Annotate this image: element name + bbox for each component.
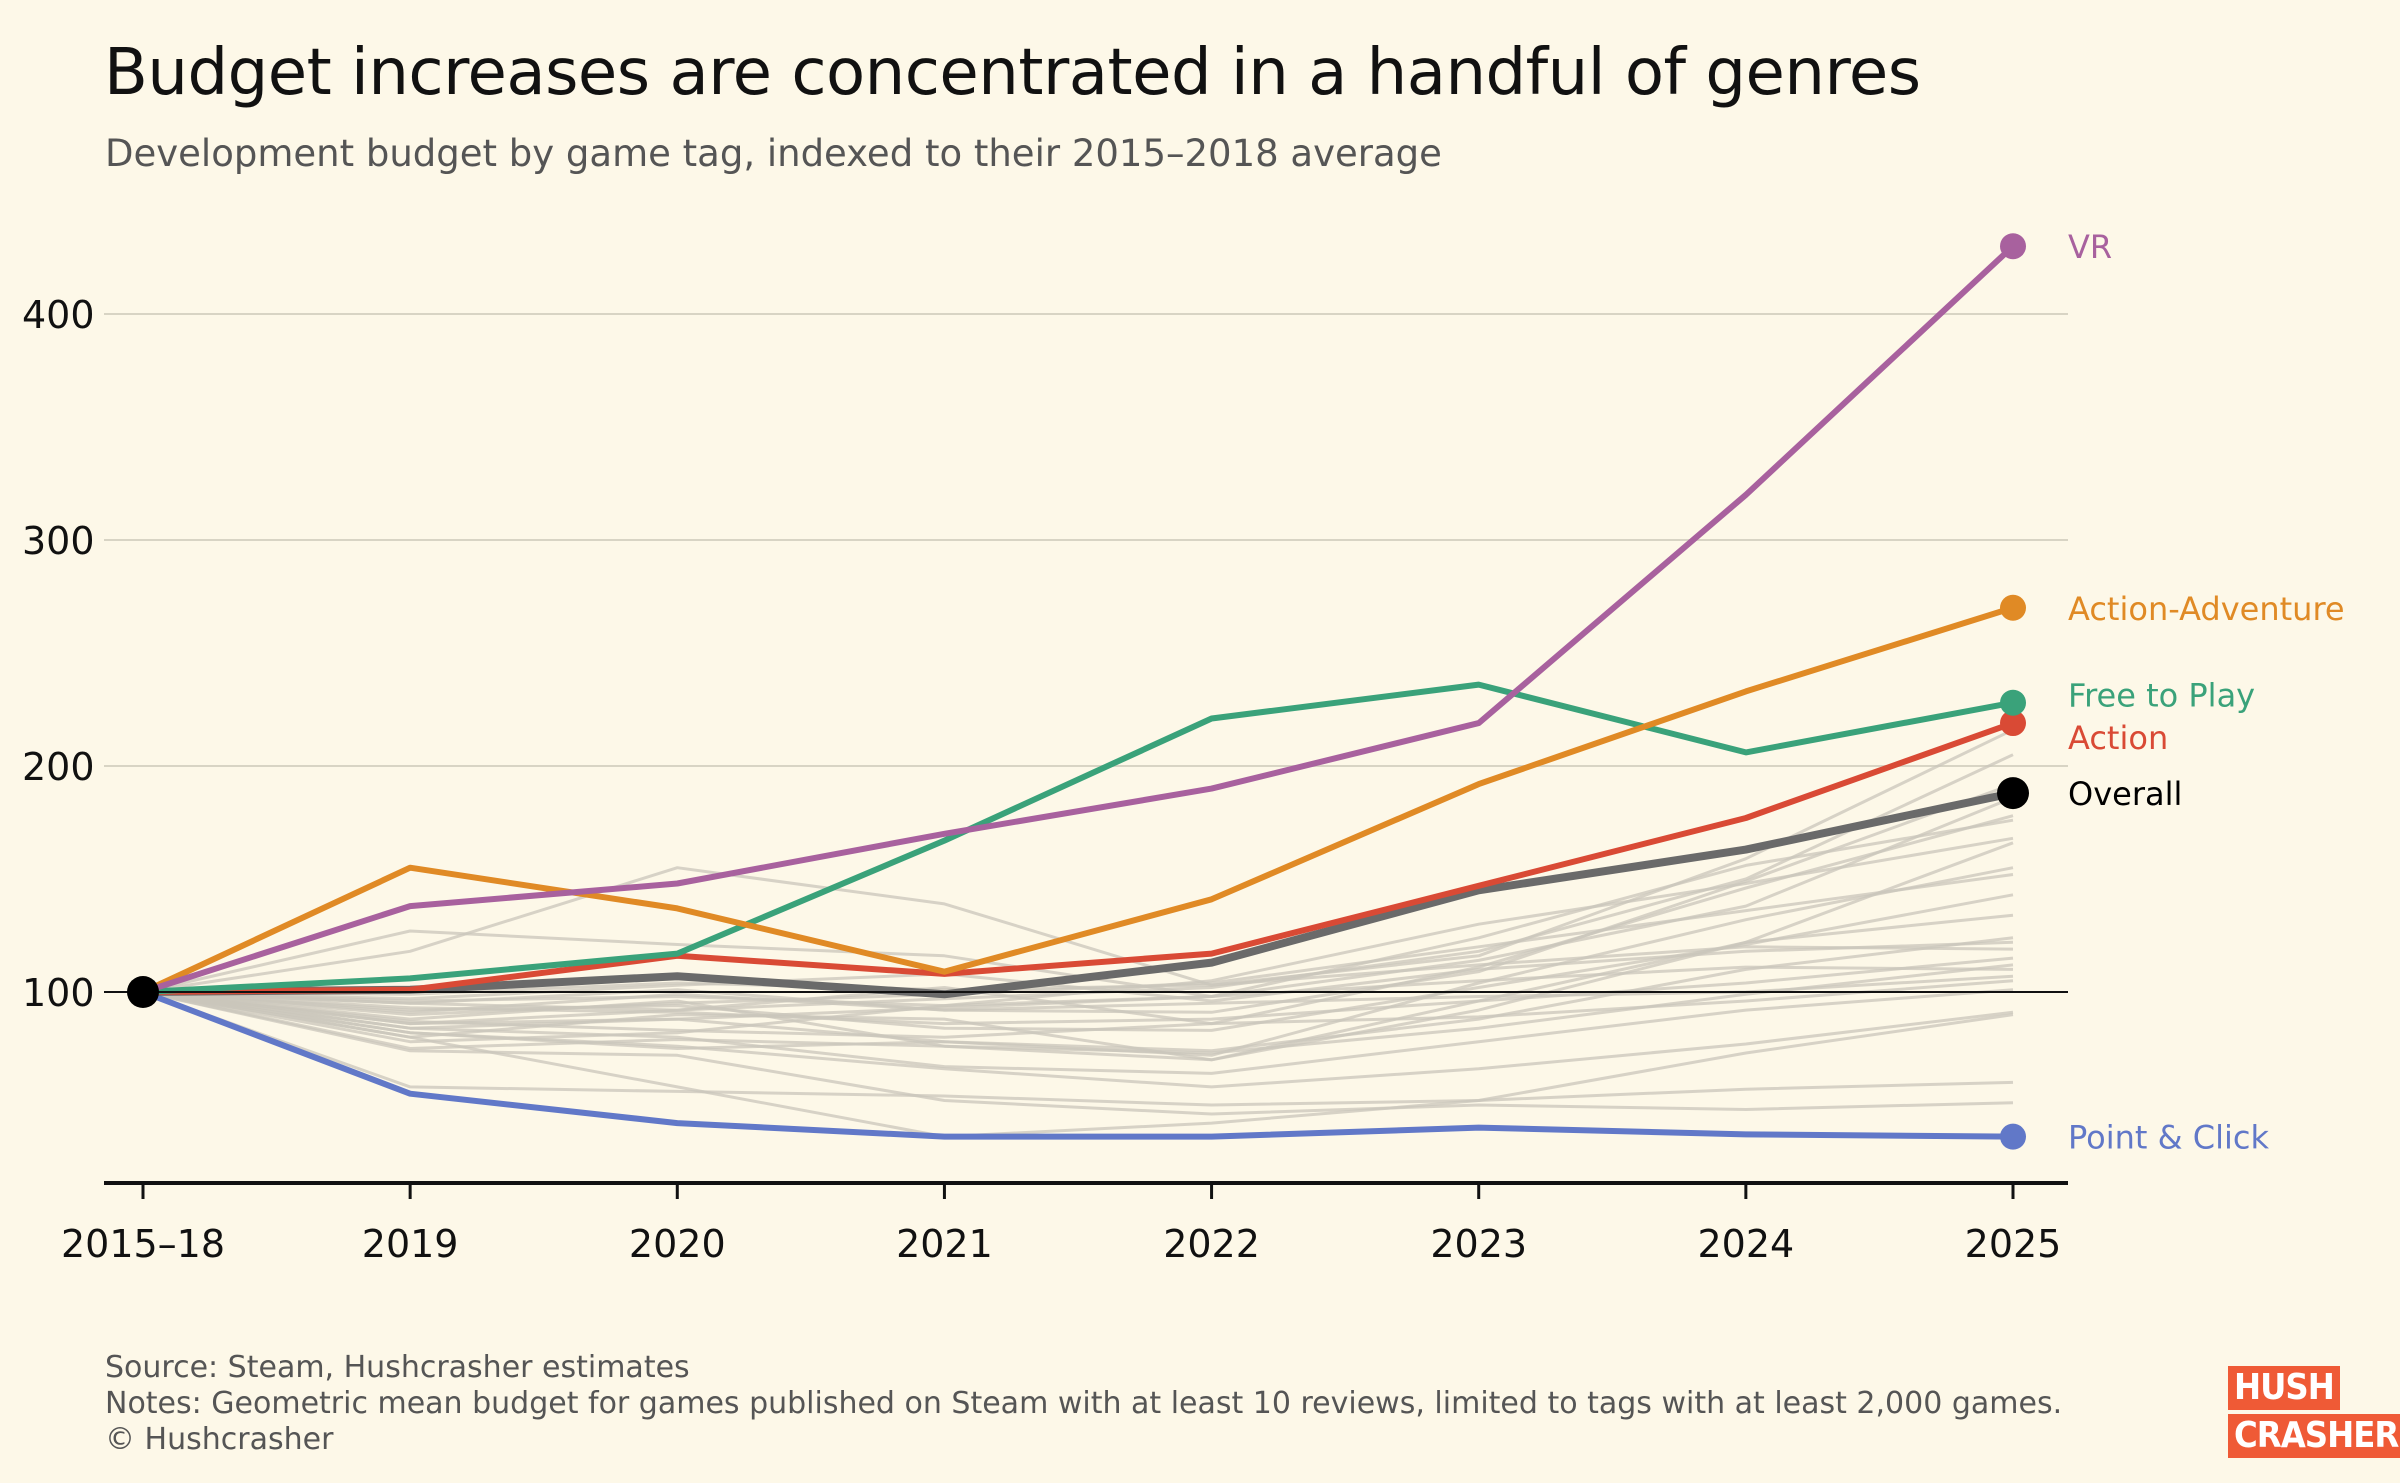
axes: 100 200 300 400 2015–18 2019 2020 2021 2022 2023 2… bbox=[22, 293, 2068, 1266]
x-tick-label: 2024 bbox=[1697, 1222, 1794, 1266]
start-dot bbox=[127, 976, 159, 1008]
line-chart: 100 200 300 400 2015–18 2019 2020 2021 2022 2023 2… bbox=[22, 228, 2345, 1266]
x-tick-label: 2019 bbox=[362, 1222, 459, 1266]
series-labels: Point & Click Overall Action Free to Play Ac… bbox=[127, 228, 2345, 1157]
notes: Notes: Geometric mean budget for games p… bbox=[105, 1386, 2063, 1421]
end-dot-overall bbox=[1997, 777, 2029, 810]
y-tick-label: 100 bbox=[22, 971, 95, 1015]
series-label-free-to-play: Free to Play bbox=[2068, 677, 2255, 715]
background-series-line bbox=[142, 956, 2014, 1026]
series-line-point-click bbox=[140, 989, 2016, 1140]
background-series-line bbox=[142, 990, 2014, 1089]
background-series-line bbox=[142, 990, 2014, 1107]
end-dot-free-to-play bbox=[2000, 689, 2026, 716]
series-label-action: Action bbox=[2068, 719, 2168, 757]
series-line-vr bbox=[140, 243, 2016, 995]
end-dot-action bbox=[2000, 710, 2026, 737]
copyright: © Hushcrasher bbox=[105, 1422, 334, 1457]
background-series-line bbox=[142, 990, 2014, 1116]
series-line-action-adventure bbox=[140, 604, 2016, 995]
background-series-line bbox=[142, 979, 2014, 1039]
background-series-line bbox=[142, 965, 2014, 1008]
highlight-series bbox=[139, 243, 2017, 1140]
gridlines bbox=[104, 313, 2068, 767]
x-tick-label: 2025 bbox=[1965, 1222, 2062, 1266]
chart-subtitle: Development budget by game tag, indexed … bbox=[105, 132, 1442, 175]
end-dot-vr bbox=[2000, 233, 2026, 260]
x-tick-label: 2023 bbox=[1430, 1222, 1527, 1266]
brand-logo: HUSH CRASHER bbox=[2228, 1366, 2400, 1458]
y-tick-label: 400 bbox=[22, 293, 95, 337]
footer: Source: Steam, Hushcrasher estimates Not… bbox=[105, 1350, 2062, 1458]
end-dot-action-adventure bbox=[2000, 594, 2026, 621]
series-line-overall bbox=[139, 789, 2017, 999]
x-tick-label: 2021 bbox=[896, 1222, 993, 1266]
x-tick-label: 2022 bbox=[1163, 1222, 1260, 1266]
end-dot-point-click bbox=[2000, 1123, 2026, 1150]
source-note: Source: Steam, Hushcrasher estimates bbox=[105, 1350, 690, 1385]
logo-line-1: HUSH bbox=[2228, 1366, 2340, 1410]
series-label-point-click: Point & Click bbox=[2068, 1119, 2269, 1157]
series-line-action bbox=[140, 720, 2016, 995]
series-line-free-to-play bbox=[140, 681, 2016, 995]
series-label-vr: VR bbox=[2068, 228, 2112, 266]
background-series-line bbox=[142, 841, 2014, 1062]
logo-line-2: CRASHER bbox=[2228, 1414, 2400, 1458]
series-label-overall: Overall bbox=[2068, 775, 2182, 813]
x-tick-label: 2020 bbox=[629, 1222, 726, 1266]
background-series-line bbox=[142, 728, 2014, 994]
y-tick-label: 300 bbox=[22, 519, 95, 563]
background-series-line bbox=[142, 753, 2014, 1012]
chart-title: Budget increases are concentrated in a h… bbox=[104, 36, 1921, 110]
y-tick-label: 200 bbox=[22, 745, 95, 789]
x-tick-label: 2015–18 bbox=[61, 1222, 225, 1266]
background-series-line bbox=[142, 990, 2014, 1139]
background-series-line bbox=[142, 988, 2014, 1075]
series-label-action-adventure: Action-Adventure bbox=[2068, 590, 2345, 628]
